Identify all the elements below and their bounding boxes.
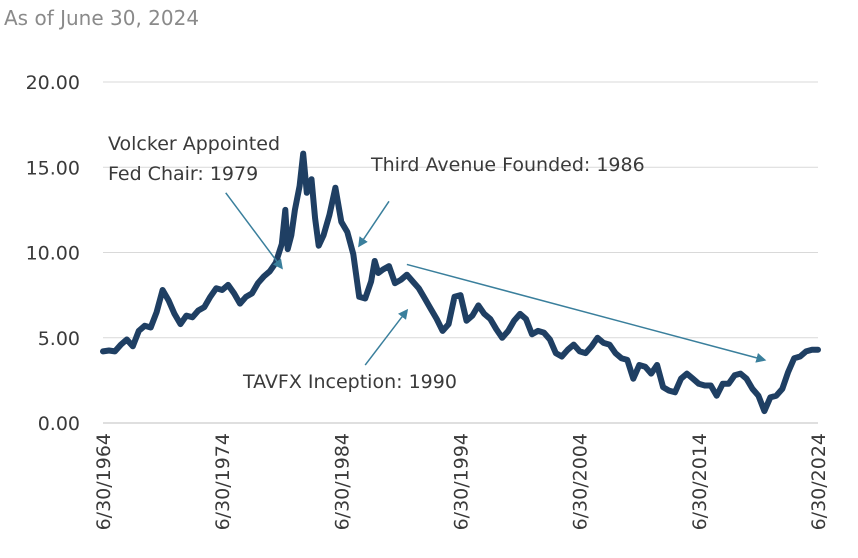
annotation-tavfx-inception-arrow	[364, 308, 409, 366]
annotation-volcker-text: Fed Chair: 1979	[108, 163, 258, 185]
y-tick-label: 10.00	[26, 243, 80, 265]
y-tick-label: 5.00	[38, 328, 80, 350]
annotation-third-avenue-text: Third Avenue Founded: 1986	[370, 154, 645, 176]
annotation-volcker-arrow	[225, 192, 283, 270]
annotation-volcker-text: Volcker Appointed	[108, 133, 280, 155]
x-tick-label: 6/30/2014	[689, 433, 711, 530]
annotation-layer: Volcker Appointed Fed Chair: 1979 Third Av…	[108, 133, 767, 393]
chart-subtitle: As of June 30, 2024	[4, 6, 199, 30]
y-tick-label: 20.00	[26, 72, 80, 94]
y-tick-label: 15.00	[26, 157, 80, 179]
x-axis-tick-labels: 6/30/1964 6/30/1974 6/30/1984 6/30/1994 6/30…	[93, 433, 830, 530]
annotation-third-avenue-arrow	[358, 200, 390, 248]
y-tick-label: 0.00	[38, 413, 80, 435]
annotation-tavfx-inception-text: TAVFX Inception: 1990	[242, 371, 457, 393]
series-line	[100, 150, 821, 415]
series-layer	[100, 150, 821, 415]
x-tick-label: 6/30/1974	[212, 433, 234, 530]
gridlines	[103, 81, 818, 424]
x-tick-label: 6/30/2004	[570, 433, 592, 530]
x-tick-label: 6/30/2024	[808, 433, 830, 530]
y-axis-tick-labels: 0.00 5.00 10.00 15.00 20.00	[26, 72, 80, 435]
trend-arrow	[406, 263, 767, 363]
x-tick-label: 6/30/1984	[331, 433, 353, 530]
x-tick-label: 6/30/1994	[451, 433, 473, 530]
x-tick-label: 6/30/1964	[93, 433, 115, 530]
